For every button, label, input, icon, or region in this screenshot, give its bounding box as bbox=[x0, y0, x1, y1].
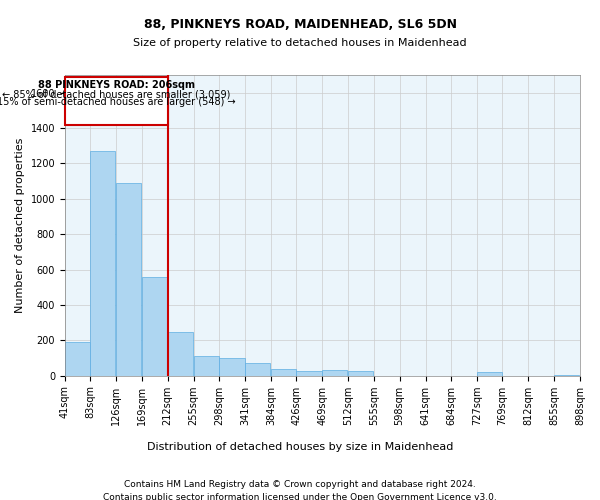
Bar bbox=[90, 151, 115, 376]
Text: 15% of semi-detached houses are larger (548) →: 15% of semi-detached houses are larger (… bbox=[0, 97, 236, 107]
Bar bbox=[142, 276, 167, 376]
Text: ← 85% of detached houses are smaller (3,059): ← 85% of detached houses are smaller (3,… bbox=[2, 89, 230, 99]
Bar bbox=[65, 342, 90, 376]
Text: Contains HM Land Registry data © Crown copyright and database right 2024.: Contains HM Land Registry data © Crown c… bbox=[124, 480, 476, 489]
Bar bbox=[194, 356, 219, 376]
Bar bbox=[477, 372, 502, 376]
Bar bbox=[348, 372, 373, 376]
Text: Contains public sector information licensed under the Open Government Licence v3: Contains public sector information licen… bbox=[103, 492, 497, 500]
Bar bbox=[271, 368, 296, 376]
Bar bbox=[116, 183, 141, 376]
Bar bbox=[245, 362, 271, 376]
FancyBboxPatch shape bbox=[65, 77, 167, 126]
Bar bbox=[322, 370, 347, 376]
Text: 88, PINKNEYS ROAD, MAIDENHEAD, SL6 5DN: 88, PINKNEYS ROAD, MAIDENHEAD, SL6 5DN bbox=[143, 18, 457, 30]
Bar bbox=[220, 358, 245, 376]
Bar bbox=[167, 332, 193, 376]
Bar bbox=[296, 372, 322, 376]
Text: Size of property relative to detached houses in Maidenhead: Size of property relative to detached ho… bbox=[133, 38, 467, 48]
Text: 88 PINKNEYS ROAD: 206sqm: 88 PINKNEYS ROAD: 206sqm bbox=[38, 80, 195, 90]
Text: Distribution of detached houses by size in Maidenhead: Distribution of detached houses by size … bbox=[147, 442, 453, 452]
Bar bbox=[554, 375, 580, 376]
Y-axis label: Number of detached properties: Number of detached properties bbox=[15, 138, 25, 313]
